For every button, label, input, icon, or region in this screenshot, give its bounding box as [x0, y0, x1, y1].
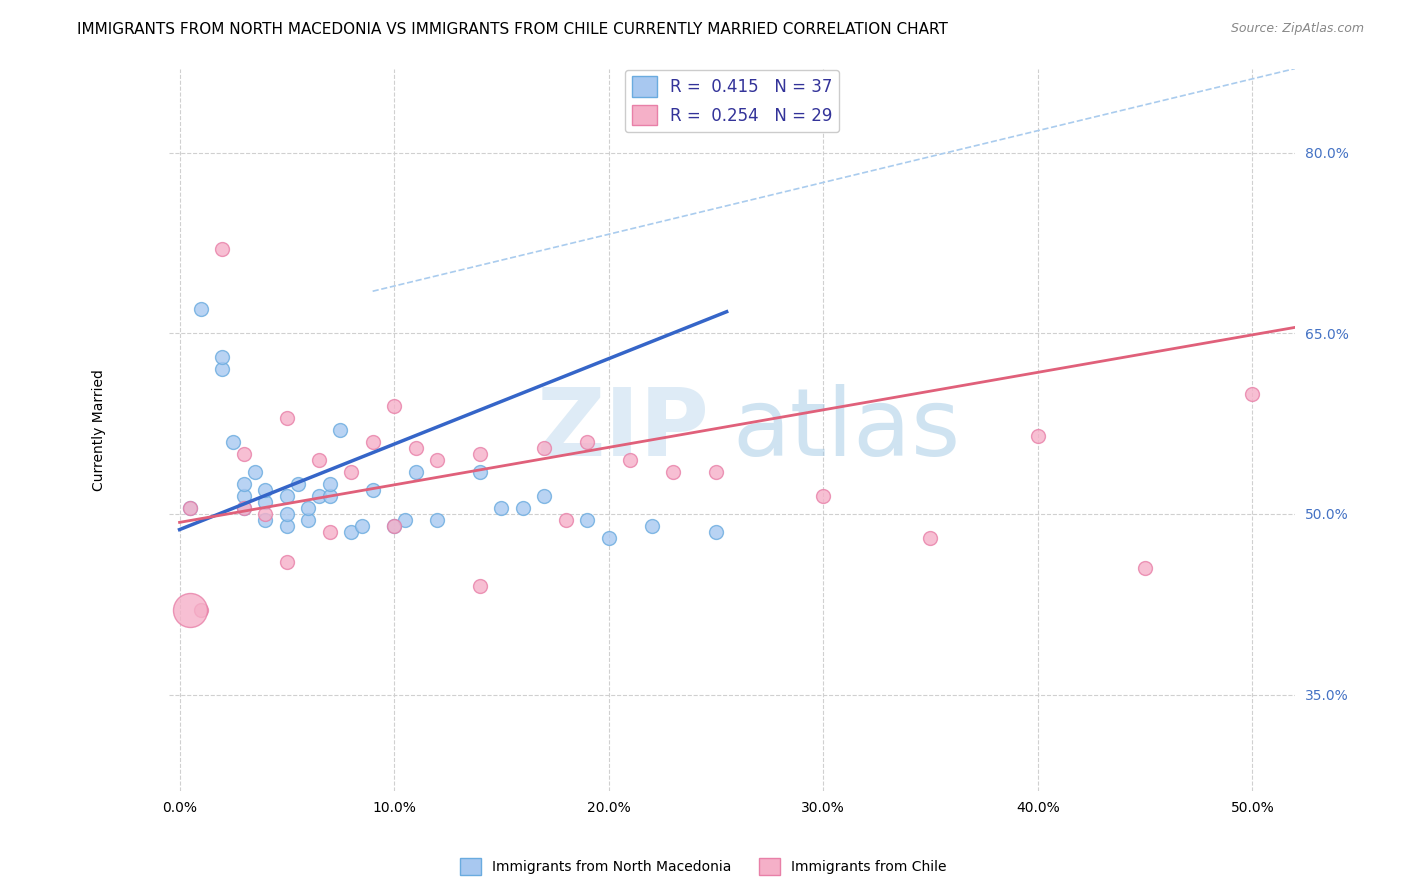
Point — [1026, 428, 1049, 442]
Point — [276, 507, 298, 521]
Point — [491, 500, 513, 515]
Point — [232, 489, 254, 503]
Point — [405, 465, 427, 479]
Point — [232, 500, 254, 515]
Point — [232, 500, 254, 515]
Point — [232, 476, 254, 491]
Point — [468, 447, 491, 461]
Point — [811, 489, 834, 503]
Point — [382, 399, 405, 413]
Point — [211, 242, 233, 256]
Point — [468, 579, 491, 593]
Point — [211, 362, 233, 376]
Point — [243, 465, 266, 479]
Point — [704, 465, 727, 479]
Point — [276, 489, 298, 503]
Point — [576, 513, 599, 527]
Point — [426, 452, 449, 467]
Point — [426, 513, 449, 527]
Point — [276, 519, 298, 533]
Point — [179, 500, 201, 515]
Point — [297, 500, 319, 515]
Point — [394, 513, 416, 527]
Point — [361, 483, 384, 497]
Legend: Immigrants from North Macedonia, Immigrants from Chile: Immigrants from North Macedonia, Immigra… — [454, 853, 952, 880]
Point — [211, 351, 233, 365]
Point — [276, 410, 298, 425]
Point — [340, 465, 363, 479]
Point — [598, 531, 620, 545]
Point — [254, 507, 277, 521]
Point — [361, 434, 384, 449]
Point — [340, 524, 363, 539]
Point — [329, 423, 352, 437]
Point — [533, 441, 555, 455]
Point — [405, 441, 427, 455]
Point — [382, 519, 405, 533]
Point — [297, 513, 319, 527]
Text: atlas: atlas — [733, 384, 960, 475]
Point — [179, 603, 201, 617]
Point — [254, 483, 277, 497]
Point — [512, 500, 534, 515]
Point — [640, 519, 662, 533]
Point — [190, 302, 212, 317]
Point — [554, 513, 576, 527]
Point — [468, 465, 491, 479]
Point — [276, 555, 298, 569]
Point — [319, 476, 342, 491]
Point — [662, 465, 685, 479]
Text: IMMIGRANTS FROM NORTH MACEDONIA VS IMMIGRANTS FROM CHILE CURRENTLY MARRIED CORRE: IMMIGRANTS FROM NORTH MACEDONIA VS IMMIG… — [77, 22, 948, 37]
Point — [254, 513, 277, 527]
Point — [190, 603, 212, 617]
Text: ZIP: ZIP — [537, 384, 710, 475]
Point — [704, 524, 727, 539]
Legend: R =  0.415   N = 37, R =  0.254   N = 29: R = 0.415 N = 37, R = 0.254 N = 29 — [626, 70, 839, 132]
Point — [308, 452, 330, 467]
Text: Source: ZipAtlas.com: Source: ZipAtlas.com — [1230, 22, 1364, 36]
Point — [1133, 561, 1156, 575]
Point — [319, 524, 342, 539]
Point — [308, 489, 330, 503]
Point — [319, 489, 342, 503]
Point — [1241, 386, 1264, 401]
Point — [254, 495, 277, 509]
Point — [920, 531, 942, 545]
Point — [350, 519, 373, 533]
Point — [533, 489, 555, 503]
Point — [619, 452, 641, 467]
Point — [232, 447, 254, 461]
Point — [179, 500, 201, 515]
Y-axis label: Currently Married: Currently Married — [93, 368, 107, 491]
Point — [576, 434, 599, 449]
Point — [382, 519, 405, 533]
Point — [222, 434, 245, 449]
Point — [287, 476, 309, 491]
